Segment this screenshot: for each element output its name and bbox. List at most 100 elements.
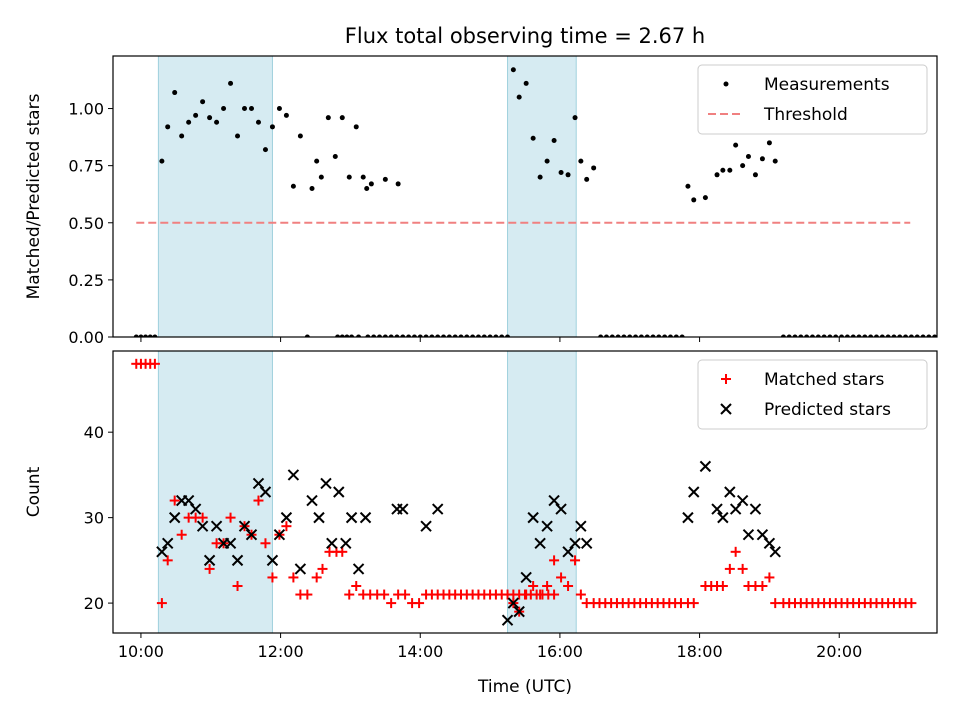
data-point <box>558 170 564 176</box>
data-point <box>549 555 560 566</box>
data-point <box>879 334 885 337</box>
data-point <box>769 546 781 558</box>
x-tick-label: 12:00 <box>258 642 304 661</box>
data-point <box>339 334 345 337</box>
data-point <box>159 158 165 164</box>
data-point <box>352 563 365 575</box>
legend: Measurements Threshold <box>697 64 928 135</box>
data-point <box>772 158 778 164</box>
data-point <box>360 174 366 180</box>
y-tick-label: 0.50 <box>68 214 104 233</box>
data-point <box>633 334 639 337</box>
y-tick-label: 30 <box>84 509 104 528</box>
data-point <box>906 598 917 609</box>
data-point <box>156 546 168 558</box>
data-point <box>786 334 792 337</box>
data-point <box>727 167 733 173</box>
data-point <box>294 563 307 575</box>
data-point <box>276 106 282 112</box>
plot-area <box>133 56 937 337</box>
data-point <box>168 511 181 524</box>
data-point <box>638 334 644 337</box>
legend-box <box>697 64 928 135</box>
data-point <box>204 563 215 574</box>
y-tick-label: 0.00 <box>68 328 104 347</box>
data-point <box>757 581 768 591</box>
data-point <box>210 520 223 532</box>
y-tick-label: 0.75 <box>68 157 104 176</box>
data-point <box>458 334 464 337</box>
series-measurements <box>133 67 937 337</box>
data-point <box>720 167 726 173</box>
data-point <box>186 119 192 125</box>
data-point <box>400 334 406 337</box>
data-point <box>382 334 388 337</box>
data-point <box>756 529 769 541</box>
data-point <box>562 546 574 558</box>
data-point <box>544 158 550 164</box>
data-point <box>382 176 388 182</box>
data-point <box>377 334 383 337</box>
data-point <box>516 94 522 100</box>
data-point <box>792 334 798 337</box>
data-point <box>798 334 804 337</box>
data-point <box>214 119 220 125</box>
data-point <box>555 503 567 515</box>
data-point <box>255 119 261 125</box>
data-point <box>344 334 350 337</box>
data-point <box>365 334 371 337</box>
data-point <box>534 537 546 549</box>
data-point <box>729 503 742 515</box>
data-point <box>603 334 609 337</box>
data-point <box>235 133 241 139</box>
data-point <box>266 554 279 567</box>
top-panel: 0.00 0.25 0.50 0.75 1.00 Matched/Predicted st… <box>24 55 938 347</box>
data-point <box>371 334 377 337</box>
data-point <box>724 486 736 498</box>
data-point <box>359 511 372 524</box>
data-point <box>245 529 258 541</box>
data-point <box>759 156 765 162</box>
data-point <box>699 460 712 473</box>
data-point <box>314 158 320 164</box>
data-point <box>804 334 810 337</box>
x-tick-label: 16:00 <box>537 642 583 661</box>
data-point <box>691 197 697 203</box>
data-point <box>231 554 244 567</box>
data-point <box>763 537 776 549</box>
data-point <box>311 572 322 583</box>
data-point <box>356 334 362 337</box>
data-point <box>262 147 268 153</box>
data-point <box>493 334 499 337</box>
data-point <box>885 334 891 337</box>
data-point <box>320 477 332 490</box>
data-point <box>615 334 621 337</box>
data-point <box>530 135 536 141</box>
data-point <box>176 529 187 540</box>
data-point <box>535 589 546 600</box>
legend-marker <box>721 374 731 384</box>
data-point <box>565 172 571 178</box>
y-axis-label: Matched/Predicted stars <box>24 93 44 299</box>
y-tick-label: 0.25 <box>68 271 104 290</box>
data-point <box>891 334 897 337</box>
data-point <box>542 581 553 591</box>
data-point <box>656 334 662 337</box>
data-point <box>242 106 248 112</box>
data-point <box>429 334 435 337</box>
data-point <box>570 555 581 566</box>
data-point <box>149 358 160 369</box>
data-point <box>737 563 748 574</box>
chart-title: Flux total observing time = 2.67 h <box>345 24 705 48</box>
data-point <box>379 589 390 600</box>
data-point <box>580 537 593 549</box>
data-point <box>172 90 178 96</box>
data-point <box>591 165 597 171</box>
data-point <box>221 106 227 112</box>
data-point <box>441 334 447 337</box>
data-point <box>309 186 315 192</box>
data-point <box>138 334 144 337</box>
data-point <box>207 115 213 121</box>
data-point <box>740 163 746 169</box>
data-point <box>682 511 694 524</box>
